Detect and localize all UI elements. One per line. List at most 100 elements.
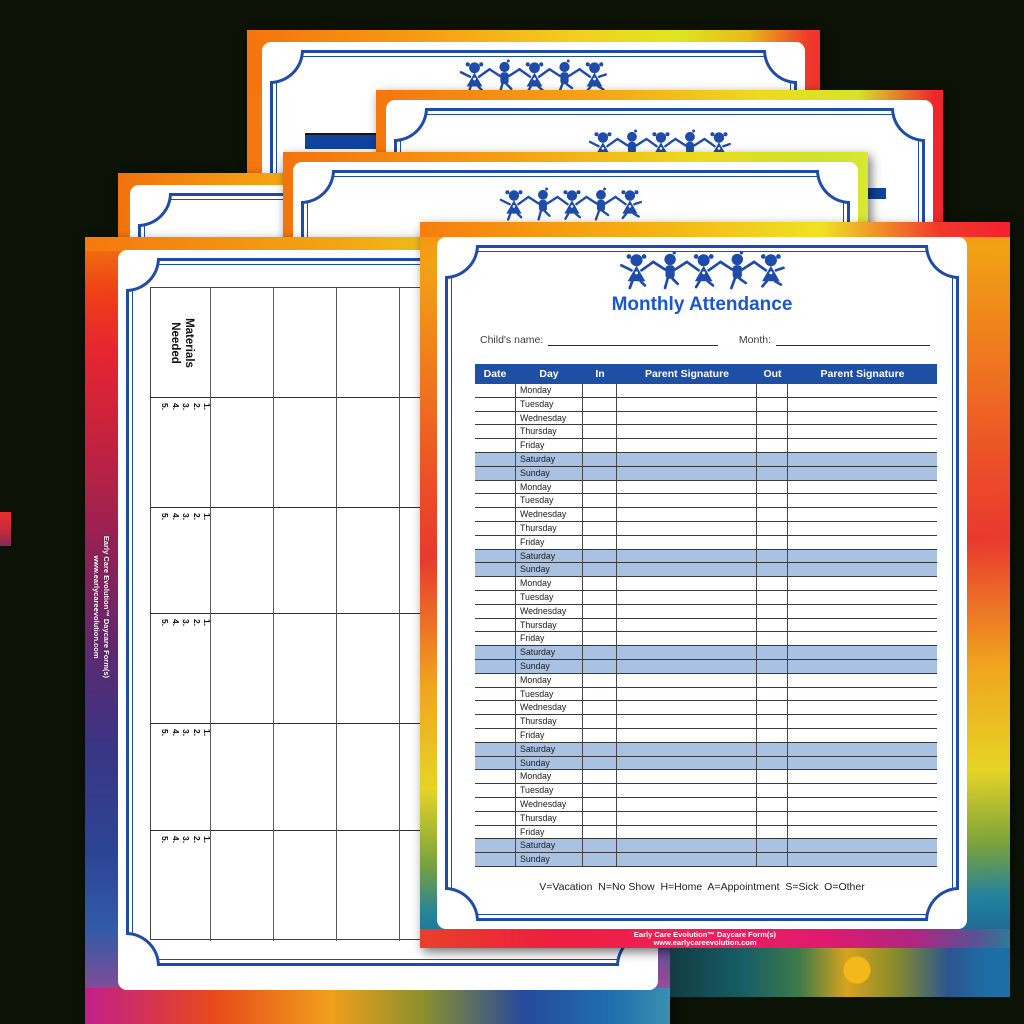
in-cell: [583, 853, 617, 866]
attendance-row: Thursday: [475, 618, 937, 633]
attendance-row: Monday: [475, 577, 937, 591]
parent-signature-cell: [617, 535, 757, 549]
frame-inner: [451, 251, 953, 915]
in-cell: [583, 397, 617, 411]
parent-signature-cell: [617, 549, 757, 563]
parent-signature-cell: [788, 439, 937, 452]
parent-signature-cell: [788, 522, 937, 535]
parent-signature-cell: [617, 563, 757, 577]
attendance-row: Wednesday: [475, 508, 937, 522]
parent-signature-cell: [617, 521, 757, 535]
frame-outer: [445, 245, 959, 921]
out-cell: [757, 452, 788, 466]
in-cell: [583, 659, 617, 673]
parent-signature-cell: [617, 797, 757, 811]
date-cell: [475, 701, 515, 714]
parent-signature-cell: [788, 826, 937, 839]
in-cell: [583, 452, 617, 466]
attendance-row: Sunday: [475, 466, 937, 481]
in-cell: [583, 439, 617, 452]
parent-signature-cell: [788, 743, 937, 756]
attendance-row: Sunday: [475, 756, 937, 771]
attendance-row: Thursday: [475, 811, 937, 826]
form-footer-brand: Early Care Evolution™ Daycare Form(s) ww…: [420, 929, 1010, 948]
parent-signature-cell: [617, 839, 757, 853]
attendance-row: Friday: [475, 728, 937, 743]
attendance-row: Tuesday: [475, 687, 937, 702]
parent-signature-cell: [788, 839, 937, 852]
materials-item-numbers: 1. 2. 3. 4. 5.: [160, 729, 212, 737]
parent-signature-cell: [617, 618, 757, 632]
materials-cell: [337, 724, 400, 831]
date-cell: [475, 729, 515, 742]
parent-signature-cell: [617, 770, 757, 784]
parent-signature-cell: [788, 784, 937, 797]
in-cell: [583, 632, 617, 646]
parent-signature-cell: [788, 853, 937, 866]
in-cell: [583, 825, 617, 839]
day-cell: Thursday: [515, 811, 583, 825]
parent-signature-cell: [788, 481, 937, 494]
materials-cell: [211, 398, 274, 508]
parent-signature-cell: [788, 467, 937, 480]
out-cell: [757, 742, 788, 756]
parent-signature-cell: [788, 384, 937, 397]
day-cell: Saturday: [515, 452, 583, 466]
tiedye-top-edge: [420, 222, 1010, 237]
parent-signature-cell: [788, 715, 937, 728]
materials-item-numbers: 1. 2. 3. 4. 5.: [160, 513, 212, 521]
in-cell: [583, 701, 617, 715]
date-cell: [475, 743, 515, 756]
brand-line-1: Early Care Evolution™ Daycare Form(s): [102, 535, 111, 679]
day-cell: Sunday: [515, 563, 583, 577]
date-cell: [475, 853, 515, 866]
parent-signature-cell: [617, 411, 757, 425]
date-cell: [475, 646, 515, 659]
date-cell: [475, 550, 515, 563]
out-cell: [757, 673, 788, 687]
vertical-brand-text: Early Care Evolution™ Daycare Form(s) ww…: [91, 532, 111, 682]
date-cell: [475, 674, 515, 687]
parent-signature-cell: [617, 632, 757, 646]
in-cell: [583, 384, 617, 397]
day-cell: Friday: [515, 728, 583, 742]
attendance-row: Monday: [475, 384, 937, 398]
in-cell: [583, 535, 617, 549]
date-cell: [475, 798, 515, 811]
parent-signature-cell: [617, 687, 757, 701]
out-cell: [757, 604, 788, 618]
parent-signature-cell: [617, 425, 757, 439]
attendance-row: Wednesday: [475, 701, 937, 716]
date-cell: [475, 770, 515, 783]
parent-signature-cell: [788, 688, 937, 701]
in-cell: [583, 411, 617, 425]
parent-signature-cell: [788, 757, 937, 770]
day-cell: Thursday: [515, 618, 583, 632]
brand-line-2: www.earlycareevolution.com: [653, 938, 757, 947]
date-cell: [475, 591, 515, 604]
date-cell: [475, 660, 515, 673]
header-cell: Parent Signature: [820, 368, 905, 380]
out-cell: [757, 646, 788, 659]
parent-signature-cell: [788, 577, 937, 590]
day-cell: Friday: [515, 825, 583, 839]
in-cell: [583, 797, 617, 811]
parent-signature-cell: [617, 466, 757, 480]
out-cell: [757, 770, 788, 784]
materials-cell: [274, 288, 337, 398]
out-cell: [757, 756, 788, 770]
header-cell: Parent Signature: [644, 368, 730, 380]
date-cell: [475, 619, 515, 632]
table-header-peek: [866, 188, 886, 199]
attendance-row: Thursday: [475, 425, 937, 440]
out-cell: [757, 784, 788, 797]
attendance-row: Sunday: [475, 563, 937, 578]
attendance-table: Date Day In Parent Signature Out Parent Signa…: [475, 364, 937, 867]
attendance-row: Saturday: [475, 742, 937, 757]
parent-signature-cell: [788, 619, 937, 632]
materials-cell: 1. 2. 3. 4. 5.: [151, 508, 212, 614]
date-cell: [475, 508, 515, 521]
date-cell: [475, 577, 515, 590]
day-cell: Saturday: [515, 839, 583, 853]
